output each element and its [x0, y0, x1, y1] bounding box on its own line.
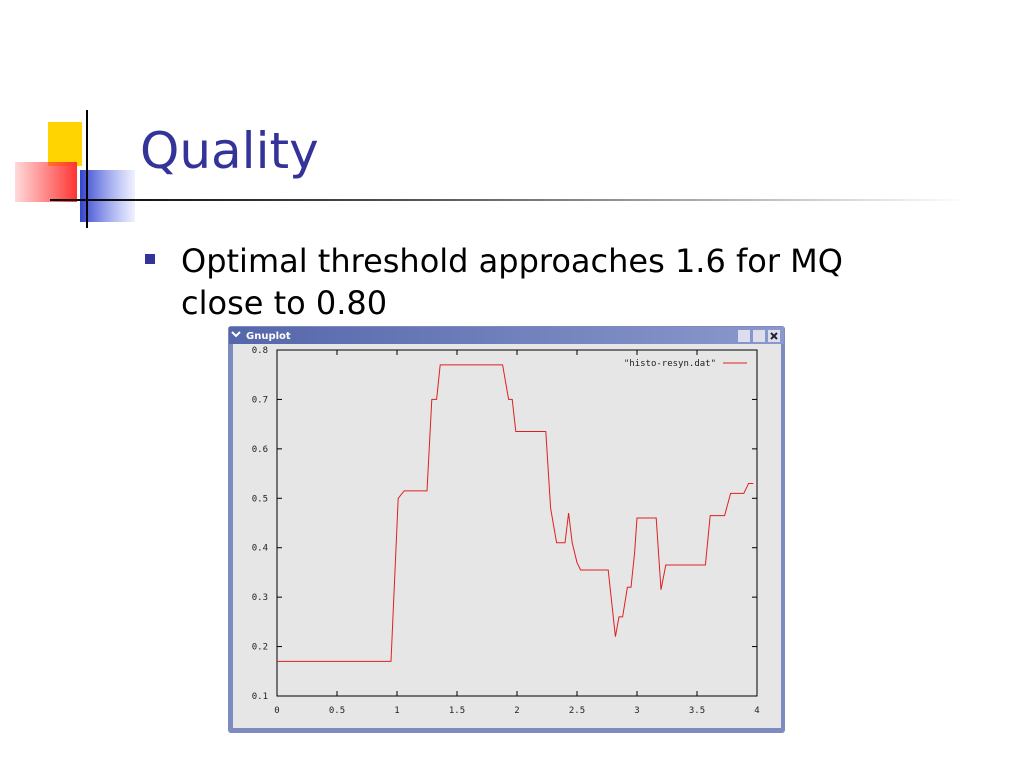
x-tick-label: 2.5: [569, 706, 585, 716]
x-tick-label: 1.5: [449, 706, 465, 716]
plot: 0.1 0.2 0.3 0.4 0.5 0.6 0.7 0.8 0 0.5 1 1.5 2 2.5 3 3.5…: [252, 346, 760, 716]
data-line: [277, 364, 754, 662]
bullet-marker: [145, 254, 155, 264]
y-tick-label: 0.3: [252, 593, 268, 603]
maximize-button[interactable]: [753, 330, 765, 342]
y-tick-label: 0.4: [252, 544, 268, 554]
x-tick-label: 0.5: [329, 706, 345, 716]
deco-yellow: [48, 122, 82, 166]
deco-blue: [80, 170, 135, 222]
x-tick-label: 2: [514, 706, 519, 716]
close-icon: [770, 332, 778, 340]
x-tick-label: 4: [754, 706, 759, 716]
y-tick-label: 0.8: [252, 346, 268, 356]
window-titlebar: [229, 327, 784, 344]
deco-hline: [50, 199, 970, 201]
y-tick-label: 0.5: [252, 494, 268, 504]
y-tick-label: 0.7: [252, 395, 268, 405]
legend-label: "histo-resyn.dat": [624, 359, 716, 369]
bullet-text: Optimal threshold approaches 1.6 for MQ: [181, 242, 843, 280]
y-tick-label: 0.1: [252, 692, 268, 702]
x-tick-label: 3.5: [689, 706, 705, 716]
y-tick-label: 0.2: [252, 643, 268, 653]
x-tick-label: 0: [274, 706, 279, 716]
deco-red: [15, 162, 77, 202]
x-tick-label: 1: [394, 706, 399, 716]
window-title: Gnuplot: [246, 331, 291, 342]
window-menu[interactable]: [231, 331, 241, 338]
y-tick-label: 0.6: [252, 445, 268, 455]
slide-title: Quality: [140, 122, 319, 180]
plot-background: [233, 344, 781, 728]
bullet-text: close to 0.80: [181, 284, 387, 322]
minimize-button[interactable]: [738, 330, 750, 342]
x-tick-label: 3: [634, 706, 639, 716]
